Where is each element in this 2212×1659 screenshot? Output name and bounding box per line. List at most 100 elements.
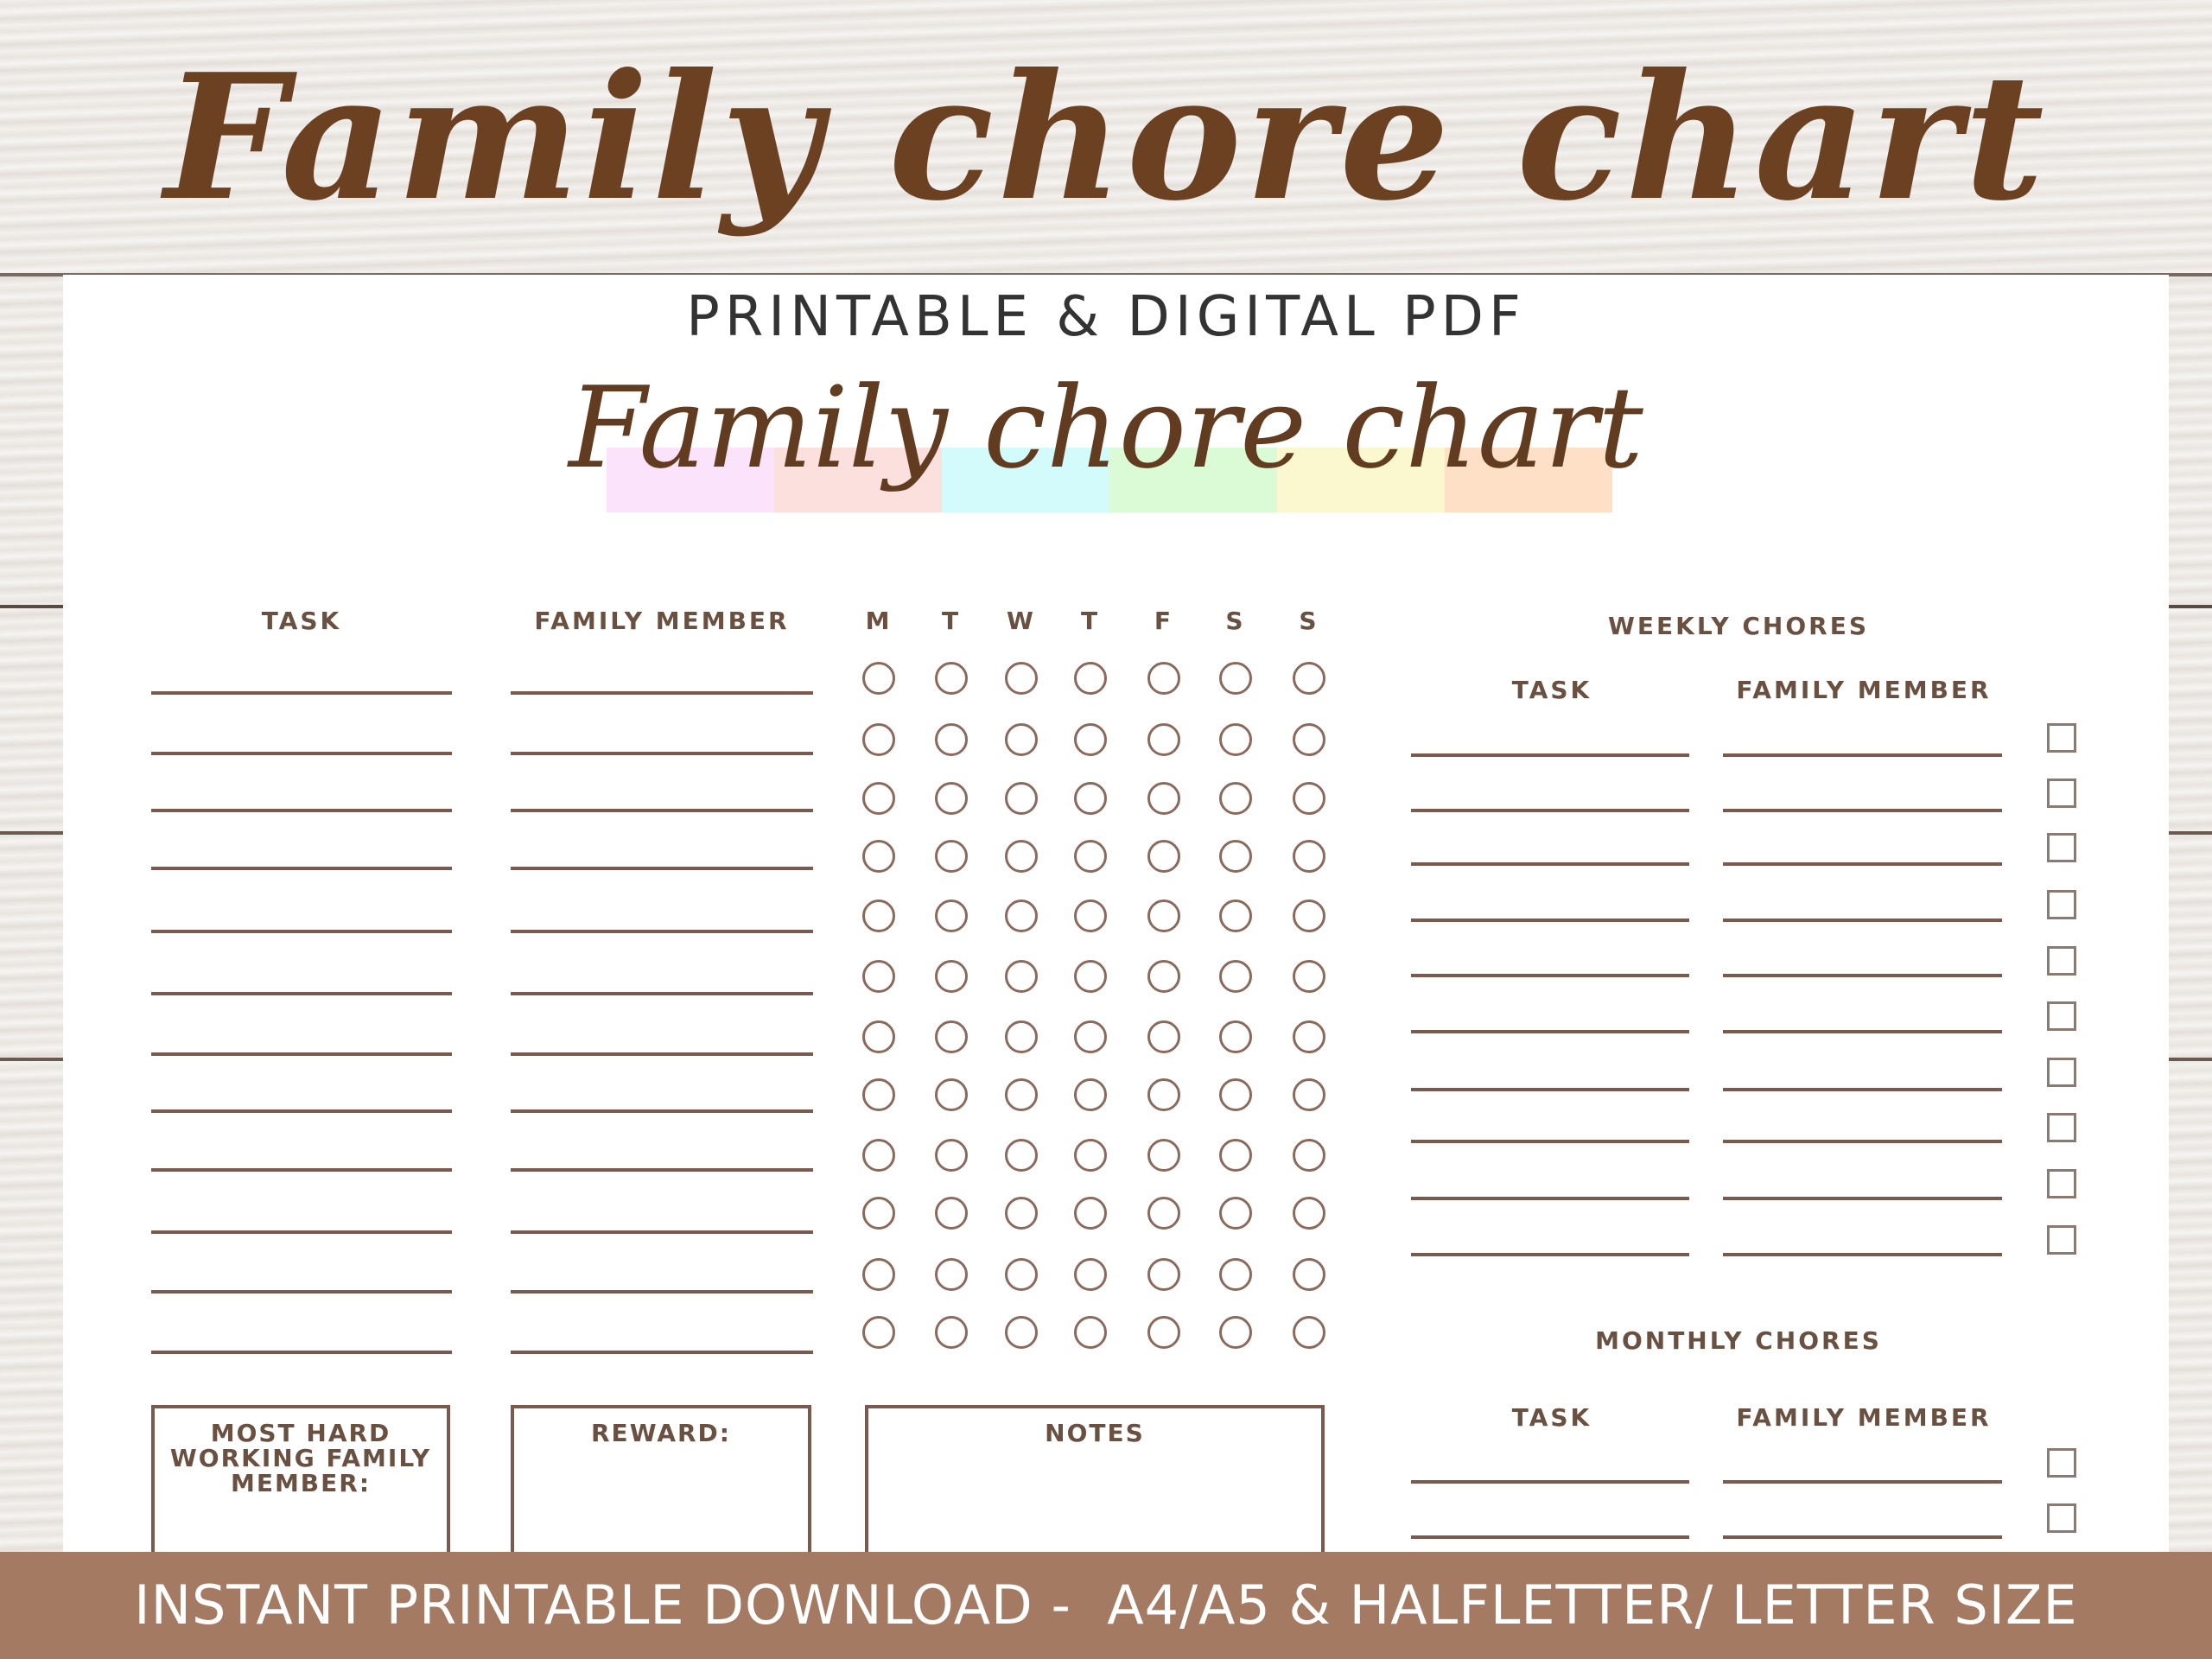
task-line[interactable] — [151, 1168, 452, 1172]
notes-box[interactable]: NOTES — [865, 1405, 1325, 1560]
day-checkbox-circle[interactable] — [1293, 899, 1325, 932]
day-checkbox-circle[interactable] — [1074, 1316, 1107, 1349]
day-checkbox-circle[interactable] — [1293, 782, 1325, 815]
weekly-checkbox[interactable] — [2047, 1001, 2076, 1031]
day-checkbox-circle[interactable] — [1293, 662, 1325, 695]
day-checkbox-circle[interactable] — [935, 1316, 968, 1349]
task-line[interactable] — [151, 1290, 452, 1294]
monthly-member-line[interactable] — [1723, 1480, 2002, 1484]
member-line[interactable] — [511, 1230, 813, 1234]
day-checkbox-circle[interactable] — [1219, 782, 1252, 815]
day-checkbox-circle[interactable] — [1219, 960, 1252, 993]
day-checkbox-circle[interactable] — [1293, 1020, 1325, 1053]
day-checkbox-circle[interactable] — [1147, 840, 1180, 873]
weekly-member-line[interactable] — [1723, 1140, 2002, 1143]
weekly-checkbox[interactable] — [2047, 1058, 2076, 1087]
day-checkbox-circle[interactable] — [862, 1316, 895, 1349]
day-checkbox-circle[interactable] — [1005, 1316, 1038, 1349]
hardworking-member-box[interactable]: MOST HARD WORKING FAMILY MEMBER: — [151, 1405, 450, 1560]
day-checkbox-circle[interactable] — [1293, 1139, 1325, 1172]
day-checkbox-circle[interactable] — [1219, 1316, 1252, 1349]
weekly-member-line[interactable] — [1723, 918, 2002, 922]
monthly-checkbox[interactable] — [2047, 1503, 2076, 1533]
day-checkbox-circle[interactable] — [1293, 723, 1325, 756]
day-checkbox-circle[interactable] — [1147, 662, 1180, 695]
task-line[interactable] — [151, 1230, 452, 1234]
day-checkbox-circle[interactable] — [1074, 1020, 1107, 1053]
task-line[interactable] — [151, 809, 452, 812]
day-checkbox-circle[interactable] — [862, 1258, 895, 1291]
weekly-member-line[interactable] — [1723, 809, 2002, 812]
day-checkbox-circle[interactable] — [1005, 782, 1038, 815]
weekly-task-line[interactable] — [1411, 1140, 1689, 1143]
day-checkbox-circle[interactable] — [1219, 899, 1252, 932]
day-checkbox-circle[interactable] — [862, 1020, 895, 1053]
day-checkbox-circle[interactable] — [1147, 899, 1180, 932]
day-checkbox-circle[interactable] — [1005, 662, 1038, 695]
day-checkbox-circle[interactable] — [1147, 1258, 1180, 1291]
day-checkbox-circle[interactable] — [1005, 1258, 1038, 1291]
day-checkbox-circle[interactable] — [862, 840, 895, 873]
day-checkbox-circle[interactable] — [1293, 1078, 1325, 1111]
day-checkbox-circle[interactable] — [1147, 1197, 1180, 1230]
day-checkbox-circle[interactable] — [1293, 1316, 1325, 1349]
monthly-member-line[interactable] — [1723, 1535, 2002, 1539]
day-checkbox-circle[interactable] — [1147, 782, 1180, 815]
task-line[interactable] — [151, 867, 452, 870]
day-checkbox-circle[interactable] — [1147, 1139, 1180, 1172]
day-checkbox-circle[interactable] — [862, 1197, 895, 1230]
day-checkbox-circle[interactable] — [1293, 1197, 1325, 1230]
reward-box[interactable]: REWARD: — [511, 1405, 811, 1560]
day-checkbox-circle[interactable] — [1219, 1139, 1252, 1172]
day-checkbox-circle[interactable] — [1293, 840, 1325, 873]
member-line[interactable] — [511, 992, 813, 995]
day-checkbox-circle[interactable] — [935, 899, 968, 932]
day-checkbox-circle[interactable] — [1005, 1078, 1038, 1111]
day-checkbox-circle[interactable] — [1074, 1197, 1107, 1230]
day-checkbox-circle[interactable] — [1005, 899, 1038, 932]
day-checkbox-circle[interactable] — [1005, 1020, 1038, 1053]
weekly-task-line[interactable] — [1411, 862, 1689, 866]
task-line[interactable] — [151, 1052, 452, 1056]
member-line[interactable] — [511, 1052, 813, 1056]
day-checkbox-circle[interactable] — [862, 662, 895, 695]
weekly-task-line[interactable] — [1411, 974, 1689, 977]
day-checkbox-circle[interactable] — [1219, 1078, 1252, 1111]
day-checkbox-circle[interactable] — [862, 960, 895, 993]
day-checkbox-circle[interactable] — [1005, 840, 1038, 873]
weekly-task-line[interactable] — [1411, 1088, 1689, 1091]
task-line[interactable] — [151, 1109, 452, 1113]
day-checkbox-circle[interactable] — [1147, 1078, 1180, 1111]
weekly-task-line[interactable] — [1411, 1197, 1689, 1200]
day-checkbox-circle[interactable] — [1219, 1020, 1252, 1053]
day-checkbox-circle[interactable] — [862, 1078, 895, 1111]
day-checkbox-circle[interactable] — [862, 723, 895, 756]
day-checkbox-circle[interactable] — [1074, 723, 1107, 756]
member-line[interactable] — [511, 867, 813, 870]
day-checkbox-circle[interactable] — [1005, 1139, 1038, 1172]
weekly-task-line[interactable] — [1411, 1030, 1689, 1033]
member-line[interactable] — [511, 1168, 813, 1172]
weekly-member-line[interactable] — [1723, 1253, 2002, 1256]
day-checkbox-circle[interactable] — [1147, 723, 1180, 756]
day-checkbox-circle[interactable] — [1147, 1316, 1180, 1349]
weekly-checkbox[interactable] — [2047, 833, 2076, 862]
day-checkbox-circle[interactable] — [1219, 662, 1252, 695]
member-line[interactable] — [511, 1109, 813, 1113]
weekly-member-line[interactable] — [1723, 1088, 2002, 1091]
day-checkbox-circle[interactable] — [1074, 899, 1107, 932]
day-checkbox-circle[interactable] — [1147, 960, 1180, 993]
weekly-task-line[interactable] — [1411, 809, 1689, 812]
task-line[interactable] — [151, 930, 452, 933]
member-line[interactable] — [511, 930, 813, 933]
day-checkbox-circle[interactable] — [1005, 960, 1038, 993]
day-checkbox-circle[interactable] — [1219, 1197, 1252, 1230]
task-line[interactable] — [151, 992, 452, 995]
day-checkbox-circle[interactable] — [935, 723, 968, 756]
day-checkbox-circle[interactable] — [1293, 1258, 1325, 1291]
day-checkbox-circle[interactable] — [1005, 723, 1038, 756]
member-line[interactable] — [511, 1290, 813, 1294]
day-checkbox-circle[interactable] — [862, 782, 895, 815]
weekly-checkbox[interactable] — [2047, 1225, 2076, 1255]
member-line[interactable] — [511, 752, 813, 755]
